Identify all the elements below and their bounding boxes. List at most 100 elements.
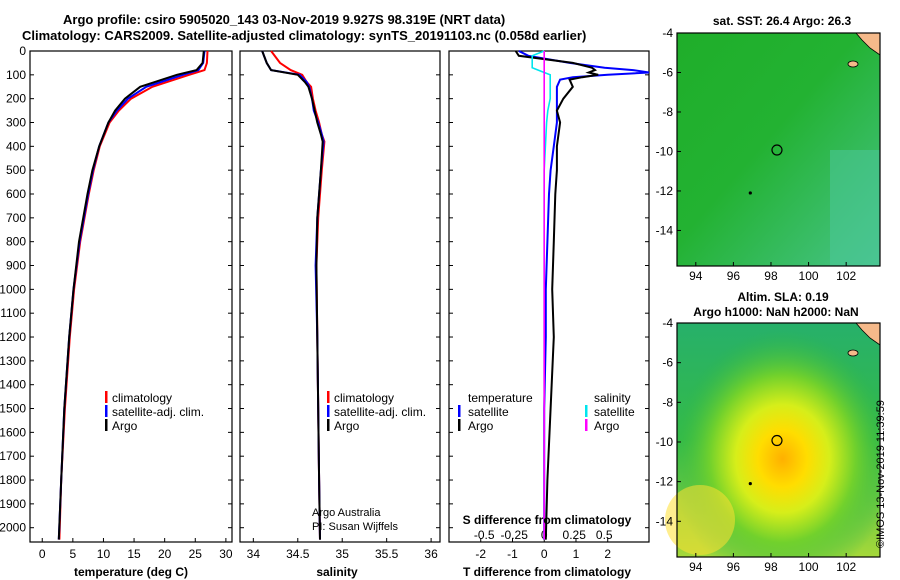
depth-tick-label: 1900 — [0, 497, 26, 511]
sla-southwest-high — [665, 485, 735, 555]
island — [847, 349, 859, 357]
depth-tick-label: 400 — [6, 139, 26, 153]
depth-tick-label: 0 — [19, 44, 26, 58]
temperature-panel-frame — [29, 50, 233, 543]
s-tick-label: -0.5 — [474, 528, 495, 542]
map-y-tick-label: -4 — [662, 26, 673, 40]
map-y-tick-label: -6 — [662, 356, 673, 370]
map-y-tick-label: -14 — [656, 514, 674, 528]
argo-position-marker — [771, 434, 783, 447]
x-tick-label: 34 — [247, 547, 261, 561]
sla-map — [665, 322, 881, 558]
difference-legend: temperature satellite Argo salinity sate… — [458, 391, 635, 433]
difference-panel-frame — [448, 50, 650, 543]
legend-marker-climatology — [105, 391, 108, 403]
chart-title-line1: Argo profile: csiro 5905020_143 03-Nov-2… — [63, 12, 506, 27]
sst-map-frame — [676, 32, 881, 267]
legend-marker-s-argo — [585, 419, 588, 431]
temperature-legend: climatology satellite-adj. clim. Argo — [105, 391, 204, 433]
map-x-tick-label: 98 — [764, 269, 778, 283]
depth-tick-label: 600 — [6, 187, 26, 201]
depth-tick-label: 1100 — [0, 306, 26, 320]
map-y-tick-label: -8 — [662, 105, 673, 119]
x-tick-label: 30 — [219, 547, 233, 561]
s-tick-label: -0.25 — [501, 528, 529, 542]
series-argo — [57, 50, 205, 540]
legend-label-climatology: climatology — [334, 391, 394, 405]
series-temperature-Argo — [514, 50, 599, 540]
x-tick-label: 25 — [189, 547, 203, 561]
salinity-plot: 34 34.5 35 35.5 36 — [247, 50, 438, 561]
chart-title-line2: Climatology: CARS2009. Satellite-adjuste… — [22, 28, 587, 43]
sla-map-subtitle: Argo h1000: NaN h2000: NaN — [693, 305, 858, 319]
legend-label-t-argo: Argo — [468, 419, 494, 433]
depth-tick-label: 100 — [6, 68, 26, 82]
map-y-tick-label: -6 — [662, 65, 673, 79]
depth-tick-label: 1600 — [0, 425, 26, 439]
t-difference-axis-label: T difference from climatology — [463, 565, 631, 579]
x-tick-label: 0 — [39, 547, 46, 561]
depth-tick-label: 700 — [6, 211, 26, 225]
temperature-plot: 0 5 10 15 20 25 30 — [39, 50, 233, 561]
x-tick-label: -1 — [507, 547, 518, 561]
legend-marker-argo — [105, 419, 108, 431]
salinity-legend: climatology satellite-adj. clim. Argo Ar… — [312, 391, 426, 533]
series-temperature-satellite — [518, 50, 650, 540]
christmas-island-dot — [748, 482, 752, 486]
legend-marker-climatology — [327, 391, 330, 403]
x-tick-label: 35.5 — [375, 547, 399, 561]
credit-line1: Argo Australia — [312, 507, 381, 519]
imos-timestamp: ©IMOS 13-Nov-2019 11:39:59 — [875, 400, 887, 548]
difference-plot: -2 -1 0 1 2-0.5 -0.25 0 0.25 0.5 — [474, 50, 650, 561]
x-tick-label: -2 — [475, 547, 486, 561]
legend-label-argo: Argo — [334, 419, 360, 433]
s-tick-label: 0.5 — [596, 528, 613, 542]
map-y-tick-label: -12 — [656, 184, 674, 198]
legend-label-s-satellite: satellite — [594, 405, 635, 419]
map-y-tick-label: -10 — [656, 144, 674, 158]
legend-title-temperature: temperature — [468, 391, 533, 405]
map-x-tick-label: 96 — [727, 269, 741, 283]
legend-marker-t-argo — [458, 419, 461, 431]
sst-map-axes: 94 96 98 100 102 -4 -6 -8 -10 -12 -14 — [656, 26, 857, 283]
legend-marker-t-satellite — [458, 405, 461, 417]
depth-tick-label: 800 — [6, 235, 26, 249]
x-tick-label: 1 — [573, 547, 580, 561]
map-x-tick-label: 100 — [799, 560, 819, 574]
map-x-tick-label: 102 — [836, 560, 856, 574]
depth-tick-label: 900 — [6, 259, 26, 273]
series-argo — [261, 50, 324, 540]
x-tick-label: 2 — [604, 547, 611, 561]
temperature-axis-label: temperature (deg C) — [74, 565, 188, 579]
credit-line2: PI: Susan Wijffels — [312, 521, 398, 533]
legend-label-climatology: climatology — [112, 391, 172, 405]
sla-map-frame — [676, 322, 881, 558]
s-tick-label: 0.25 — [563, 528, 587, 542]
legend-label-t-satellite: satellite — [468, 405, 509, 419]
series-satellite-adj-clim- — [57, 50, 206, 540]
map-y-tick-label: -4 — [662, 316, 673, 330]
x-tick-label: 5 — [70, 547, 77, 561]
sla-map-axes: 94 96 98 100 102 -4 -6 -8 -10 -12 -14 — [656, 316, 857, 574]
legend-marker-satellite — [105, 405, 108, 417]
depth-tick-label: 300 — [6, 116, 26, 130]
legend-label-satellite: satellite-adj. clim. — [334, 405, 426, 419]
map-x-tick-label: 94 — [689, 269, 703, 283]
x-tick-label: 10 — [97, 547, 111, 561]
legend-marker-s-satellite — [585, 405, 588, 417]
sst-map-title: sat. SST: 26.4 Argo: 26.3 — [713, 14, 852, 28]
legend-marker-argo — [327, 419, 330, 431]
sst-map — [676, 32, 881, 267]
series-climatology — [58, 50, 209, 540]
sla-map-title: Altim. SLA: 0.19 — [737, 290, 829, 304]
map-x-tick-label: 96 — [727, 560, 741, 574]
map-y-tick-label: -8 — [662, 395, 673, 409]
depth-tick-label: 1000 — [0, 282, 26, 296]
depth-tick-label: 1400 — [0, 378, 26, 392]
legend-title-salinity: salinity — [594, 391, 631, 405]
depth-axis: 0 100 200 300 400 500 600 700 800 900 1000 1100 1200… — [0, 44, 649, 535]
depth-tick-label: 1700 — [0, 449, 26, 463]
x-tick-label: 15 — [127, 547, 141, 561]
legend-label-s-argo: Argo — [594, 419, 620, 433]
depth-tick-label: 2000 — [0, 521, 26, 535]
